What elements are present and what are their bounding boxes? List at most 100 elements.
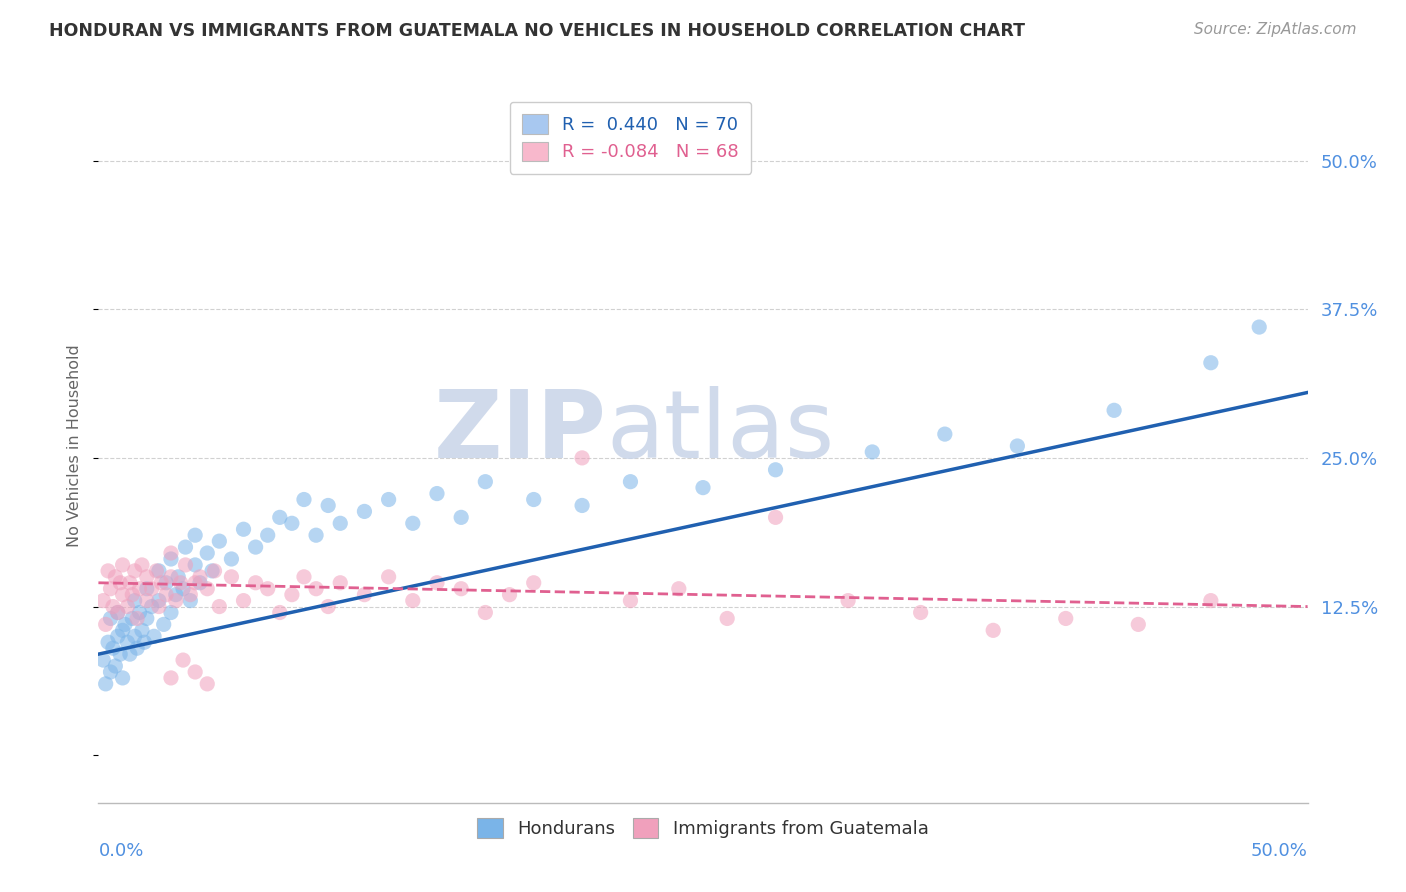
Point	[111, 624, 134, 638]
Point	[1128, 617, 1150, 632]
Point	[155, 575, 177, 590]
Point	[269, 606, 291, 620]
Point	[201, 564, 224, 578]
Point	[127, 641, 149, 656]
Point	[523, 492, 546, 507]
Point	[188, 575, 211, 590]
Text: atlas: atlas	[606, 385, 835, 478]
Point	[1102, 403, 1125, 417]
Point	[135, 611, 157, 625]
Point	[281, 588, 304, 602]
Text: 0.0%: 0.0%	[98, 842, 143, 860]
Point	[716, 611, 738, 625]
Y-axis label: No Vehicles in Household: No Vehicles in Household	[67, 344, 83, 548]
Point	[145, 564, 167, 578]
Point	[108, 647, 131, 661]
Point	[305, 582, 328, 596]
Point	[281, 516, 304, 531]
Point	[269, 510, 291, 524]
Point	[114, 617, 136, 632]
Point	[474, 606, 496, 620]
Point	[329, 575, 352, 590]
Point	[101, 641, 124, 656]
Point	[256, 528, 278, 542]
Point	[100, 611, 122, 625]
Point	[97, 564, 120, 578]
Point	[141, 599, 163, 614]
Point	[353, 588, 375, 602]
Point	[104, 659, 127, 673]
Point	[135, 570, 157, 584]
Point	[111, 588, 134, 602]
Point	[292, 492, 315, 507]
Point	[195, 677, 218, 691]
Point	[152, 617, 174, 632]
Point	[195, 582, 218, 596]
Point	[402, 593, 425, 607]
Point	[184, 558, 207, 572]
Point	[426, 486, 449, 500]
Point	[353, 504, 375, 518]
Point	[934, 427, 956, 442]
Point	[160, 671, 183, 685]
Point	[692, 481, 714, 495]
Point	[148, 599, 170, 614]
Point	[172, 653, 194, 667]
Point	[179, 588, 201, 602]
Point	[450, 510, 472, 524]
Point	[179, 593, 201, 607]
Point	[498, 588, 520, 602]
Point	[188, 570, 211, 584]
Point	[208, 599, 231, 614]
Point	[765, 463, 787, 477]
Point	[100, 665, 122, 679]
Point	[377, 492, 399, 507]
Point	[150, 575, 173, 590]
Point	[124, 564, 146, 578]
Point	[232, 522, 254, 536]
Point	[174, 558, 197, 572]
Text: 50.0%: 50.0%	[1251, 842, 1308, 860]
Point	[402, 516, 425, 531]
Point	[148, 564, 170, 578]
Point	[160, 570, 183, 584]
Point	[121, 611, 143, 625]
Point	[118, 575, 141, 590]
Point	[1007, 439, 1029, 453]
Point	[134, 635, 156, 649]
Point	[619, 593, 641, 607]
Point	[128, 606, 150, 620]
Point	[165, 588, 187, 602]
Point	[91, 653, 114, 667]
Point	[668, 582, 690, 596]
Point	[100, 582, 122, 596]
Point	[117, 599, 139, 614]
Point	[860, 445, 883, 459]
Point	[208, 534, 231, 549]
Point	[128, 582, 150, 596]
Point	[571, 499, 593, 513]
Point	[91, 593, 114, 607]
Point	[1199, 356, 1222, 370]
Point	[232, 593, 254, 607]
Point	[155, 588, 177, 602]
Text: Source: ZipAtlas.com: Source: ZipAtlas.com	[1194, 22, 1357, 37]
Point	[167, 570, 190, 584]
Legend: Hondurans, Immigrants from Guatemala: Hondurans, Immigrants from Guatemala	[468, 809, 938, 847]
Point	[172, 582, 194, 596]
Point	[195, 546, 218, 560]
Point	[221, 570, 243, 584]
Point	[131, 624, 153, 638]
Point	[292, 570, 315, 584]
Point	[135, 593, 157, 607]
Point	[148, 593, 170, 607]
Point	[111, 671, 134, 685]
Point	[143, 629, 166, 643]
Text: HONDURAN VS IMMIGRANTS FROM GUATEMALA NO VEHICLES IN HOUSEHOLD CORRELATION CHART: HONDURAN VS IMMIGRANTS FROM GUATEMALA NO…	[49, 22, 1025, 40]
Point	[523, 575, 546, 590]
Point	[184, 575, 207, 590]
Point	[127, 611, 149, 625]
Point	[837, 593, 859, 607]
Point	[117, 635, 139, 649]
Point	[135, 582, 157, 596]
